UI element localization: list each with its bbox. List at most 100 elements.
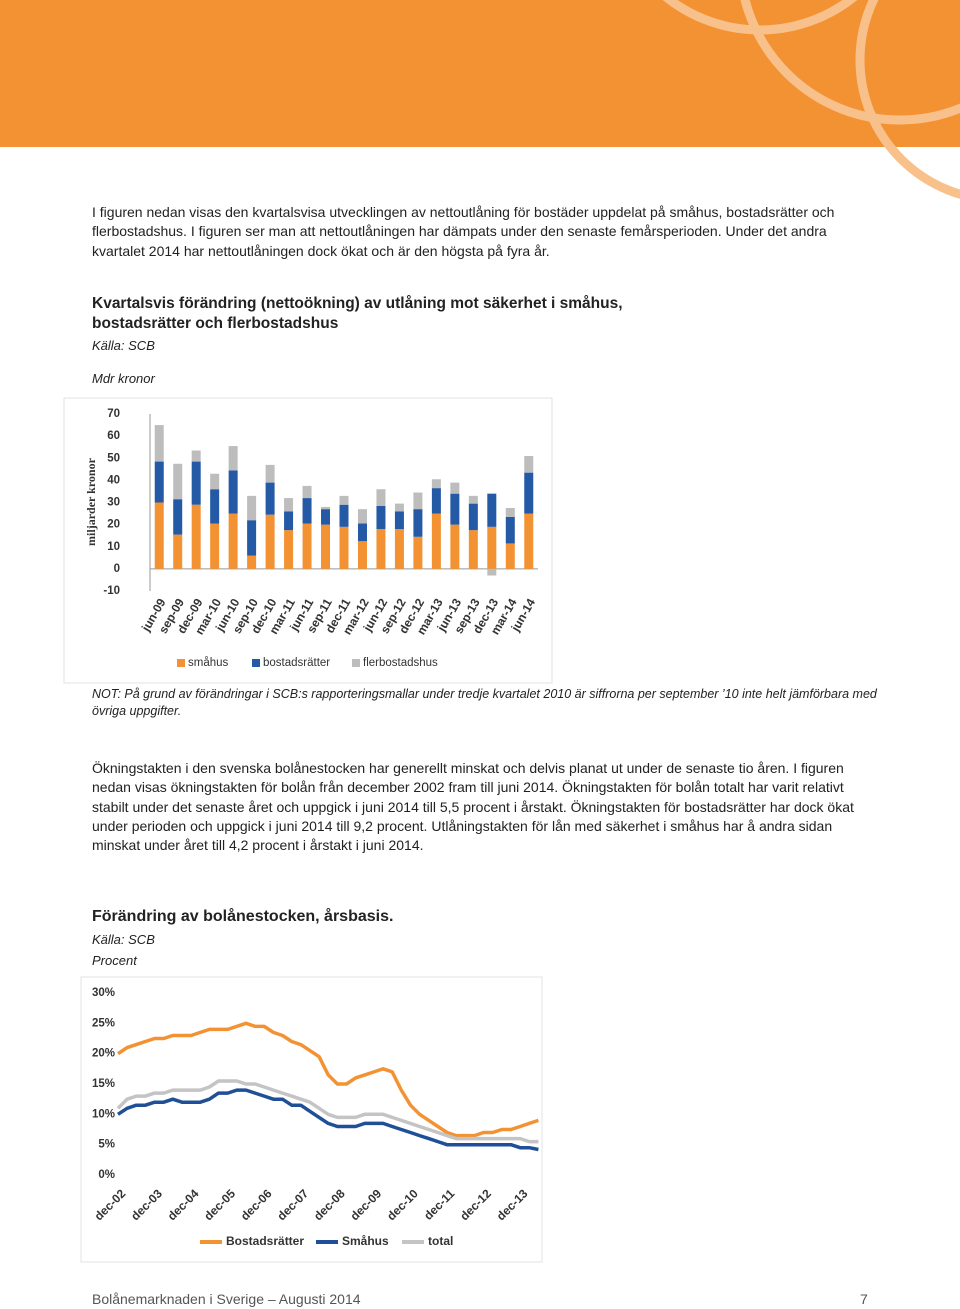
bar-segment: [468, 495, 478, 504]
bar-segment: [191, 450, 201, 462]
y-tick-label: 20%: [92, 1048, 115, 1060]
x-tick-label: dec-05: [201, 1186, 238, 1223]
y-tick-label: 10%: [92, 1108, 115, 1120]
y-tick-label: 30: [107, 497, 120, 509]
bar-segment: [524, 513, 534, 569]
unit: Mdr kronor: [92, 371, 155, 386]
bar-segment: [210, 473, 220, 490]
legend-label: Bostadsrätter: [226, 1234, 304, 1248]
bar-segment: [302, 485, 312, 499]
bar-segment: [450, 493, 460, 525]
y-tick-label: 60: [107, 430, 120, 442]
legend-swatch: [352, 659, 360, 667]
source: Källa: SCB: [92, 338, 155, 353]
bar-segment: [173, 499, 183, 535]
x-tick-label: dec-11: [421, 1186, 458, 1223]
bar-segment: [302, 498, 312, 524]
bar-segment: [487, 568, 497, 576]
x-tick-label: dec-10: [384, 1186, 421, 1223]
x-tick-label: dec-13: [494, 1186, 531, 1223]
x-tick-label: dec-08: [311, 1186, 348, 1223]
chart-title: Kvartalsvis förändring (nettoökning) av …: [92, 295, 623, 332]
bar-segment: [191, 504, 201, 569]
legend-label: Småhus: [342, 1234, 389, 1248]
y-tick-label: 25%: [92, 1017, 115, 1029]
bar-segment: [154, 502, 164, 569]
bar-segment: [394, 529, 404, 569]
y-tick-label: 5%: [98, 1139, 115, 1151]
line-series: [117, 1021, 539, 1138]
unit: Procent: [92, 953, 137, 968]
legend-label: småhus: [188, 657, 229, 669]
y-tick-label: -10: [103, 585, 120, 597]
chart-title: Förändring av bolånestocken, årsbasis.: [92, 908, 394, 925]
x-tick-label: dec-12: [457, 1186, 494, 1223]
bar-segment: [394, 503, 404, 512]
legend-label: flerbostadshus: [363, 657, 438, 669]
bar-segment: [339, 504, 349, 527]
y-tick-label: 50: [107, 452, 120, 464]
bar-segment: [228, 513, 238, 569]
bar-segment: [173, 534, 183, 569]
bar-segment: [450, 524, 460, 569]
bar-segment: [450, 482, 460, 494]
bar-segment: [210, 523, 220, 569]
y-axis-title: miljarder kronor: [84, 457, 98, 546]
bar-segment: [154, 425, 164, 462]
footer-text: Bolånemarknaden i Sverige – Augusti 2014: [92, 1291, 361, 1307]
bar-segment: [173, 463, 183, 500]
bar-segment: [154, 461, 164, 503]
bar-segment: [376, 529, 386, 569]
bar-segment: [376, 505, 386, 530]
bar-segment: [487, 526, 497, 569]
bar-segment: [321, 524, 331, 569]
header-decoration: [662, 0, 960, 199]
bar-segment: [357, 509, 367, 524]
source: Källa: SCB: [92, 932, 155, 947]
bar-segment: [431, 488, 441, 514]
bar-segment: [321, 509, 331, 525]
bar-segment: [247, 495, 257, 521]
bar-segment: [487, 493, 497, 527]
y-tick-label: 15%: [92, 1078, 115, 1090]
x-tick-label: dec-09: [347, 1186, 384, 1223]
bar-segment: [413, 536, 423, 569]
bar-segment: [357, 541, 367, 569]
bar-segment: [431, 479, 441, 489]
y-tick-label: 70: [107, 408, 120, 420]
bar-segment: [265, 464, 275, 483]
x-tick-label: dec-07: [274, 1186, 311, 1223]
bar-segment: [339, 495, 349, 505]
chart-frame: [63, 397, 553, 684]
x-tick-label: dec-03: [128, 1186, 165, 1223]
legend-label: total: [428, 1234, 453, 1248]
paragraph: Ökningstakten i den svenska bolånestocke…: [92, 760, 854, 854]
bar-segment: [191, 461, 201, 505]
line-series: [117, 1088, 539, 1152]
bar-segment: [284, 511, 294, 531]
x-tick-label: dec-02: [92, 1186, 129, 1223]
bar-segment: [210, 489, 220, 524]
bar-segment: [321, 506, 331, 510]
bar-segment: [431, 513, 441, 569]
legend-label: bostadsrätter: [263, 657, 330, 669]
bar-segment: [265, 514, 275, 569]
bar-segment: [505, 516, 515, 544]
y-tick-label: 40: [107, 474, 120, 486]
bar-segment: [247, 555, 257, 569]
bar-segment: [524, 456, 534, 473]
bar-segment: [339, 526, 349, 569]
bar-segment: [228, 470, 238, 514]
y-tick-label: 20: [107, 519, 120, 531]
bar-segment: [394, 511, 404, 530]
paragraph: I figuren nedan visas den kvartalsvisa u…: [92, 204, 835, 259]
note: NOT: På grund av förändringar i SCB:s ra…: [92, 687, 877, 718]
chart-frame: [80, 976, 543, 1263]
bar-segment: [247, 520, 257, 556]
legend-swatch: [177, 659, 185, 667]
page-number: 7: [860, 1291, 868, 1307]
bar-segment: [413, 492, 423, 510]
bar-segment: [505, 543, 515, 569]
